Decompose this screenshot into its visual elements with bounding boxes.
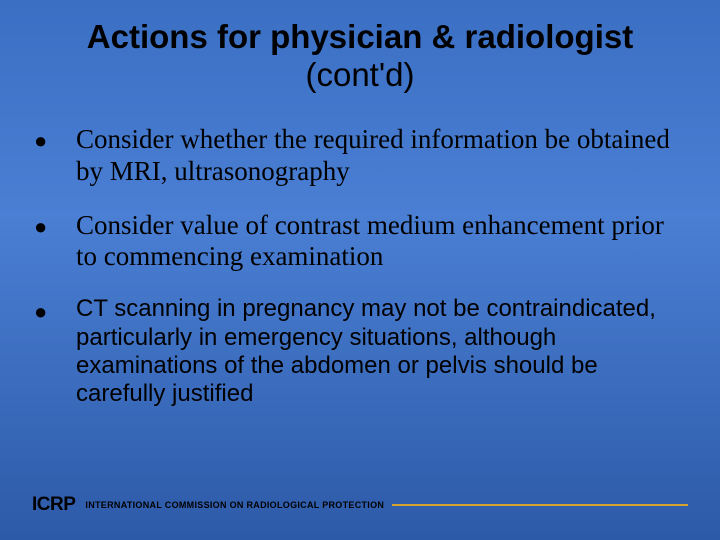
slide-title: Actions for physician & radiologist (con… bbox=[32, 18, 688, 94]
bullet-text: Consider value of contrast medium enhanc… bbox=[76, 210, 682, 274]
title-line-2: (cont'd) bbox=[32, 56, 688, 94]
bullet-marker-icon: ● bbox=[32, 295, 76, 325]
footer-divider-line bbox=[392, 504, 688, 506]
bullet-item: ● Consider whether the required informat… bbox=[32, 124, 682, 188]
footer: ICRP INTERNATIONAL COMMISSION ON RADIOLO… bbox=[32, 494, 688, 516]
bullet-marker-icon: ● bbox=[32, 210, 76, 240]
title-line-1: Actions for physician & radiologist bbox=[32, 18, 688, 56]
bullet-list: ● Consider whether the required informat… bbox=[32, 124, 688, 409]
bullet-item: ● CT scanning in pregnancy may not be co… bbox=[32, 295, 682, 408]
logo: ICRP bbox=[32, 494, 75, 516]
bullet-text: CT scanning in pregnancy may not be cont… bbox=[76, 295, 682, 408]
logo-text: ICRP bbox=[32, 494, 75, 516]
footer-org-text: INTERNATIONAL COMMISSION ON RADIOLOGICAL… bbox=[85, 500, 384, 510]
bullet-text: Consider whether the required informatio… bbox=[76, 124, 682, 188]
slide: Actions for physician & radiologist (con… bbox=[0, 0, 720, 540]
bullet-marker-icon: ● bbox=[32, 124, 76, 154]
bullet-item: ● Consider value of contrast medium enha… bbox=[32, 210, 682, 274]
